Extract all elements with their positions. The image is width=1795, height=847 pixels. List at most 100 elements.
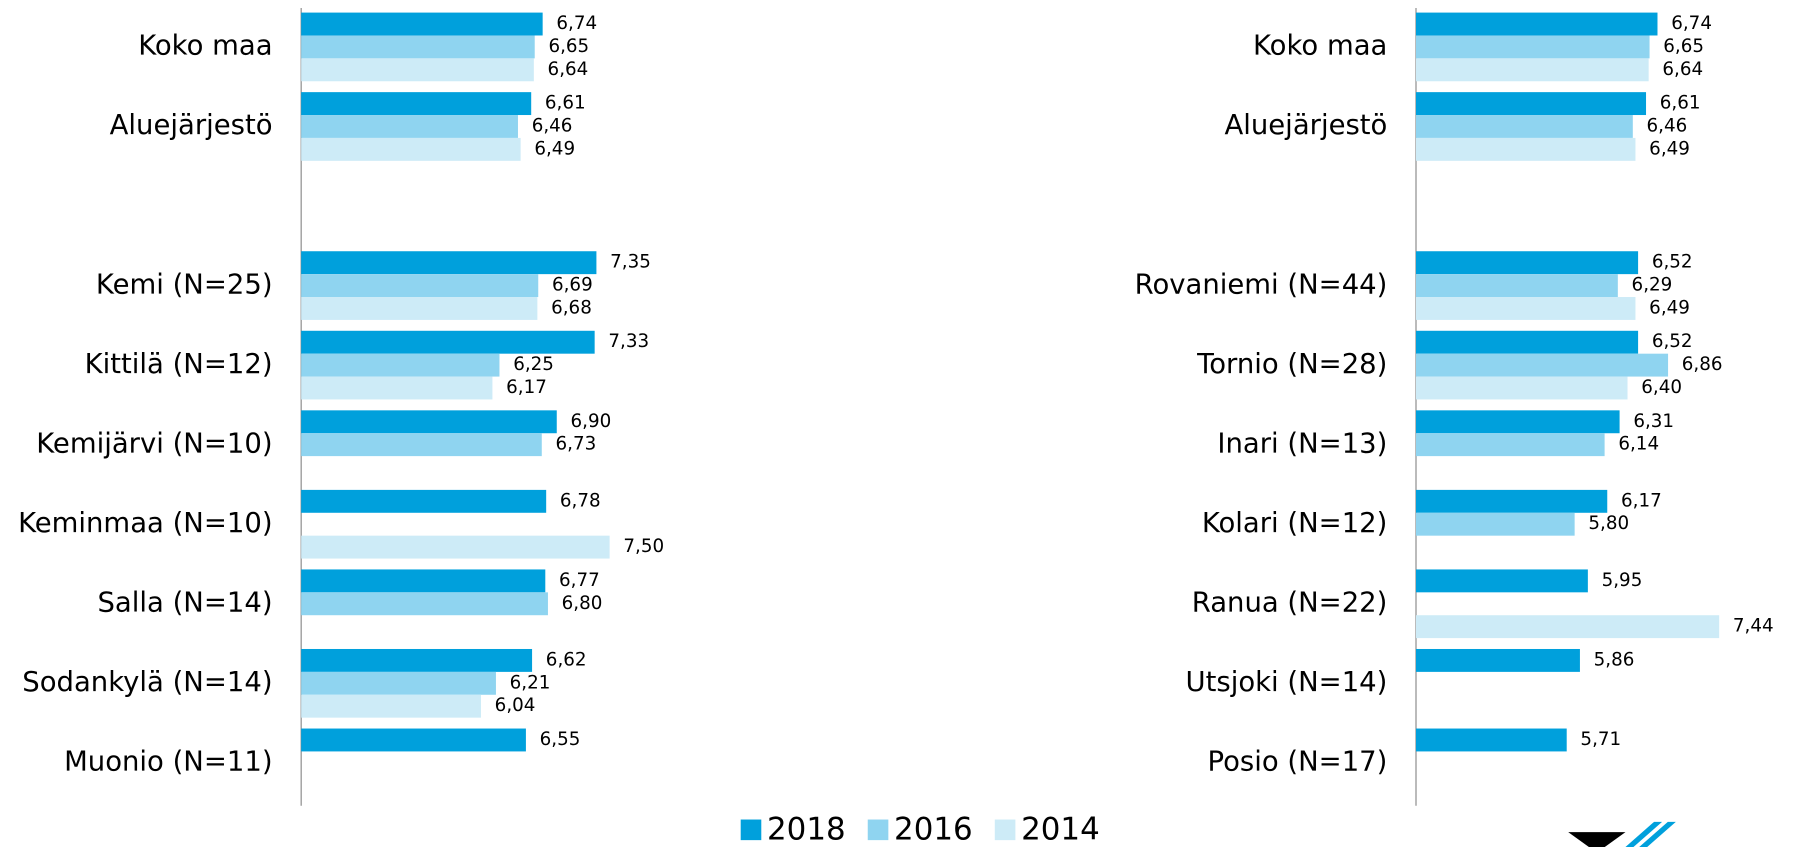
value-label: 6,46: [1647, 115, 1688, 136]
value-label: 5,86: [1594, 649, 1635, 670]
bar: 2018: [1416, 728, 1567, 752]
value-label: 6,69: [552, 275, 593, 296]
bar: 2016: [1416, 274, 1618, 298]
value-label: 6,52: [1652, 252, 1693, 273]
legend-label: 2018: [767, 811, 846, 847]
value-label: 6,29: [1632, 275, 1673, 296]
category-label: Utsjoki (N=14): [1186, 667, 1388, 698]
value-label: 5,80: [1588, 513, 1629, 534]
category-label: Aluejärjestö: [110, 110, 273, 141]
bar: 2018: [1416, 92, 1647, 116]
bar: [301, 728, 526, 752]
value-label: 6,73: [556, 434, 597, 455]
value-label: 7,35: [610, 252, 651, 273]
bar: 2014: [1416, 376, 1628, 400]
value-label: 6,17: [506, 377, 547, 398]
value-label: 6,55: [540, 729, 581, 750]
bar: [301, 274, 539, 298]
legend-swatch: [867, 819, 889, 841]
bar: 2018: [1416, 330, 1639, 354]
bar: [301, 648, 533, 672]
value-label: 6,49: [1649, 297, 1690, 318]
category-label: Inari (N=13): [1217, 428, 1387, 459]
bar: [301, 535, 610, 559]
value-label: 6,49: [1649, 138, 1690, 159]
category-label: Kittilä (N=12): [85, 349, 273, 380]
category-label: Salla (N=14): [98, 587, 273, 618]
bar: [301, 35, 535, 59]
category-label: Ranua (N=22): [1192, 587, 1388, 618]
value-label: 7,33: [608, 331, 649, 352]
value-label: 6,21: [510, 672, 551, 693]
bar: [301, 671, 496, 695]
bar: [301, 694, 481, 718]
bar: 2018: [1416, 648, 1580, 672]
bar: [301, 376, 493, 400]
value-label: 6,90: [570, 411, 611, 432]
bar: 2014: [1416, 615, 1720, 639]
value-label: 6,46: [532, 115, 573, 136]
bar: 2016: [1416, 353, 1669, 377]
value-label: 6,64: [548, 59, 589, 80]
category-label: Tornio (N=28): [1196, 349, 1387, 380]
bar: 2014: [1416, 58, 1649, 82]
value-label: 6,64: [1662, 59, 1703, 80]
category-label: Rovaniemi (N=44): [1135, 269, 1388, 300]
category-label: Muonio (N=11): [64, 747, 272, 778]
value-label: 6,04: [495, 695, 536, 716]
bar: [301, 330, 595, 354]
value-label: 6,31: [1633, 411, 1674, 432]
bar: 2018: [1416, 489, 1608, 513]
bar: [301, 92, 532, 116]
bar: [301, 137, 521, 161]
category-label: Keminmaa (N=10): [18, 508, 272, 539]
value-label: 6,17: [1621, 490, 1662, 511]
category-label: Aluejärjestö: [1224, 110, 1387, 141]
value-label: 6,86: [1682, 354, 1723, 375]
bar: [301, 297, 538, 320]
category-label: Sodankylä (N=14): [22, 667, 272, 698]
value-label: 6,80: [562, 593, 603, 614]
value-label: 6,40: [1641, 377, 1682, 398]
bar: 2016: [1416, 433, 1605, 457]
value-label: 6,61: [1660, 93, 1701, 114]
category-label: Kemi (N=25): [96, 269, 273, 300]
logo: [1568, 821, 1676, 847]
value-label: 6,68: [551, 297, 592, 318]
bar: 2018: [1416, 12, 1658, 36]
bar: 2018: [1416, 569, 1588, 593]
value-label: 6,62: [546, 649, 587, 670]
bar: [301, 353, 500, 377]
value-label: 6,52: [1652, 331, 1693, 352]
category-label: Koko maa: [138, 31, 272, 62]
value-label: 6,77: [559, 570, 600, 591]
value-label: 6,65: [1663, 36, 1704, 57]
bar: [301, 489, 547, 513]
bar: 2018: [1416, 410, 1620, 434]
bar: 2014: [1416, 137, 1636, 161]
bar: [301, 12, 543, 36]
bar: [301, 58, 534, 82]
category-label: Kemijärvi (N=10): [36, 428, 272, 459]
legend-swatch: [994, 819, 1016, 841]
bar: 2014: [1416, 297, 1636, 320]
bar: 2016: [1416, 512, 1575, 536]
bar: [301, 115, 518, 138]
bar: [301, 592, 548, 616]
value-label: 6,25: [513, 354, 554, 375]
value-label: 6,49: [534, 138, 575, 159]
bar: 2016: [1416, 35, 1650, 59]
bar: [301, 410, 557, 434]
bar: 2016: [1416, 115, 1633, 138]
value-label: 7,44: [1733, 616, 1774, 637]
value-label: 5,71: [1580, 729, 1621, 750]
legend-swatch: [740, 819, 762, 841]
value-label: 6,65: [548, 36, 589, 57]
category-label: Koko maa: [1253, 31, 1387, 62]
value-label: 7,50: [623, 536, 664, 557]
category-label: Posio (N=17): [1208, 747, 1388, 778]
value-label: 5,95: [1602, 570, 1643, 591]
bar: [301, 433, 542, 457]
